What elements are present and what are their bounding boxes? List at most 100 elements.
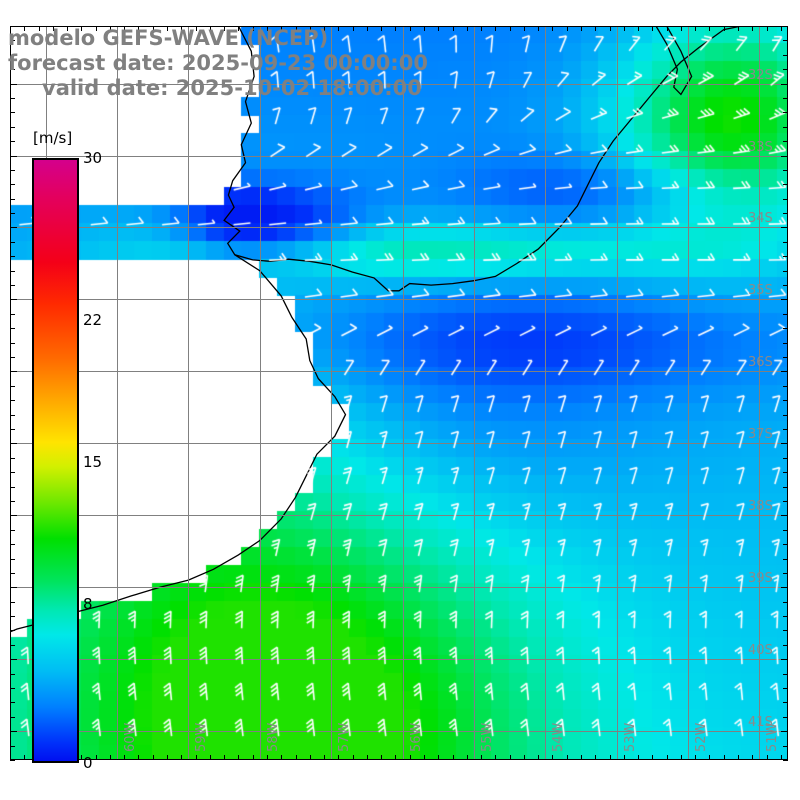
tick-top bbox=[67, 26, 68, 31]
colorbar-tick-8: 8 bbox=[83, 595, 93, 614]
tick-top bbox=[538, 26, 539, 31]
tick-right bbox=[783, 285, 788, 286]
tick-bottom bbox=[424, 755, 425, 760]
tick-left bbox=[10, 271, 15, 272]
tick-bottom bbox=[267, 755, 268, 760]
tick-right bbox=[783, 630, 788, 631]
tick-top bbox=[681, 26, 682, 31]
tick-left bbox=[10, 530, 15, 531]
tick-top bbox=[510, 26, 511, 31]
tick-left bbox=[10, 587, 17, 588]
tick-left bbox=[10, 415, 15, 416]
tick-top bbox=[296, 26, 297, 31]
colorbar-tick-22: 22 bbox=[83, 311, 103, 330]
tick-right bbox=[783, 573, 788, 574]
tick-bottom bbox=[695, 755, 696, 760]
tick-bottom bbox=[381, 755, 382, 760]
tick-left bbox=[10, 141, 15, 142]
tick-top bbox=[395, 26, 396, 31]
tick-top bbox=[767, 26, 768, 31]
tick-bottom bbox=[96, 755, 97, 760]
tick-bottom bbox=[610, 755, 611, 760]
tick-bottom bbox=[253, 755, 254, 760]
tick-left bbox=[10, 213, 15, 214]
tick-right bbox=[781, 156, 788, 157]
lon-label-56W: 56W bbox=[408, 722, 424, 752]
tick-top bbox=[138, 26, 139, 31]
wind-barb-overlay bbox=[10, 26, 788, 760]
colorbar-tick-15: 15 bbox=[83, 453, 103, 472]
tick-bottom bbox=[552, 755, 553, 760]
tick-left bbox=[10, 343, 15, 344]
tick-top bbox=[353, 26, 354, 31]
tick-top bbox=[738, 26, 739, 31]
tick-right bbox=[781, 227, 788, 228]
tick-top bbox=[595, 26, 596, 31]
tick-top bbox=[453, 26, 454, 31]
tick-right bbox=[783, 544, 788, 545]
tick-right bbox=[781, 371, 788, 372]
tick-top bbox=[96, 26, 97, 31]
tick-right bbox=[783, 688, 788, 689]
tick-left bbox=[10, 84, 17, 85]
tick-top bbox=[552, 26, 553, 31]
tick-right bbox=[783, 256, 788, 257]
tick-right bbox=[783, 55, 788, 56]
tick-top bbox=[81, 26, 82, 31]
tick-bottom bbox=[752, 755, 753, 760]
tick-right bbox=[783, 98, 788, 99]
lat-label-39S: 39S bbox=[748, 571, 773, 587]
tick-bottom bbox=[138, 755, 139, 760]
tick-bottom bbox=[238, 755, 239, 760]
colorbar-tick-30: 30 bbox=[83, 149, 103, 167]
tick-right bbox=[783, 472, 788, 473]
colorbar-unit-label: [m/s] bbox=[33, 129, 73, 147]
lon-label-59W: 59W bbox=[194, 722, 210, 752]
tick-bottom bbox=[624, 755, 625, 760]
tick-right bbox=[781, 443, 788, 444]
tick-top bbox=[381, 26, 382, 31]
tick-right bbox=[783, 357, 788, 358]
tick-top bbox=[467, 26, 468, 31]
tick-right bbox=[783, 386, 788, 387]
tick-left bbox=[10, 285, 15, 286]
tick-left bbox=[10, 400, 15, 401]
tick-top bbox=[495, 26, 496, 31]
tick-top bbox=[367, 26, 368, 31]
tick-bottom bbox=[467, 755, 468, 760]
tick-left bbox=[10, 199, 15, 200]
tick-left bbox=[10, 386, 15, 387]
tick-bottom bbox=[310, 755, 311, 760]
tick-top bbox=[724, 26, 725, 31]
colorbar-tick-0: 0 bbox=[83, 754, 93, 772]
tick-top bbox=[667, 26, 668, 31]
tick-bottom bbox=[438, 755, 439, 760]
tick-left bbox=[10, 156, 17, 157]
tick-bottom bbox=[410, 755, 411, 760]
tick-right bbox=[783, 501, 788, 502]
tick-left bbox=[10, 702, 15, 703]
tick-top bbox=[39, 26, 40, 31]
tick-bottom bbox=[353, 755, 354, 760]
tick-left bbox=[10, 544, 15, 545]
tick-top bbox=[652, 26, 653, 31]
tick-left bbox=[10, 458, 15, 459]
tick-bottom bbox=[709, 755, 710, 760]
tick-right bbox=[783, 458, 788, 459]
tick-right bbox=[783, 674, 788, 675]
tick-top bbox=[267, 26, 268, 31]
tick-left bbox=[10, 26, 15, 27]
tick-right bbox=[783, 141, 788, 142]
tick-bottom bbox=[510, 755, 511, 760]
tick-left bbox=[10, 256, 15, 257]
tick-bottom bbox=[153, 755, 154, 760]
tick-left bbox=[10, 746, 15, 747]
tick-left bbox=[10, 328, 15, 329]
tick-left bbox=[10, 242, 15, 243]
tick-bottom bbox=[738, 755, 739, 760]
tick-top bbox=[24, 26, 25, 31]
tick-bottom bbox=[281, 755, 282, 760]
tick-top bbox=[424, 26, 425, 31]
tick-left bbox=[10, 371, 17, 372]
tick-top bbox=[695, 26, 696, 31]
